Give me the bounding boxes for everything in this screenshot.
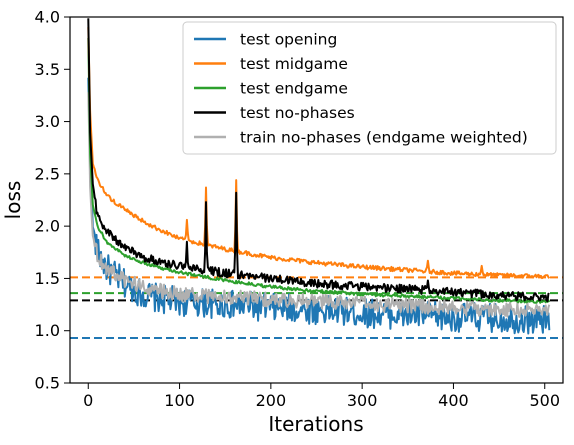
- legend: test opening test midgame test endgame test…: [182, 21, 557, 155]
- legend-label: test opening: [240, 31, 337, 49]
- legend-label: test endgame: [240, 80, 348, 98]
- series-lines: [87, 18, 551, 335]
- y-axis-label: loss: [1, 181, 25, 220]
- y-tick-label: 1.0: [35, 321, 60, 340]
- x-tick-label: 100: [164, 391, 195, 410]
- x-tick-label: 500: [529, 391, 560, 410]
- series-line-train-no-phases-endgame-weighted-: [87, 92, 551, 318]
- x-tick-label: 0: [83, 391, 93, 410]
- axis-ticks: 0 100 200 300 400 500 0.5 1.0 1.5 2.0 2.5 3.0 3.5 4.0: [35, 8, 560, 411]
- x-tick-label: 400: [438, 391, 469, 410]
- x-tick-label: 300: [347, 391, 378, 410]
- legend-label: test midgame: [240, 55, 348, 73]
- legend-label: test no-phases: [240, 104, 355, 122]
- y-tick-label: 3.0: [35, 112, 60, 131]
- x-axis-label: Iterations: [268, 412, 363, 436]
- y-tick-label: 2.0: [35, 217, 60, 236]
- legend-box: [182, 21, 557, 155]
- y-tick-label: 1.5: [35, 269, 60, 288]
- y-tick-label: 0.5: [35, 374, 60, 393]
- legend-label: train no-phases (endgame weighted): [240, 129, 528, 147]
- y-tick-label: 4.0: [35, 8, 60, 27]
- series-line-test-no-phases: [87, 18, 550, 303]
- y-tick-label: 2.5: [35, 164, 60, 183]
- plot-frame: [69, 16, 564, 384]
- series-line-test-endgame: [87, 37, 551, 304]
- x-tick-label: 200: [256, 391, 287, 410]
- y-tick-label: 3.5: [35, 60, 60, 79]
- series-line-test-midgame: [87, 27, 551, 280]
